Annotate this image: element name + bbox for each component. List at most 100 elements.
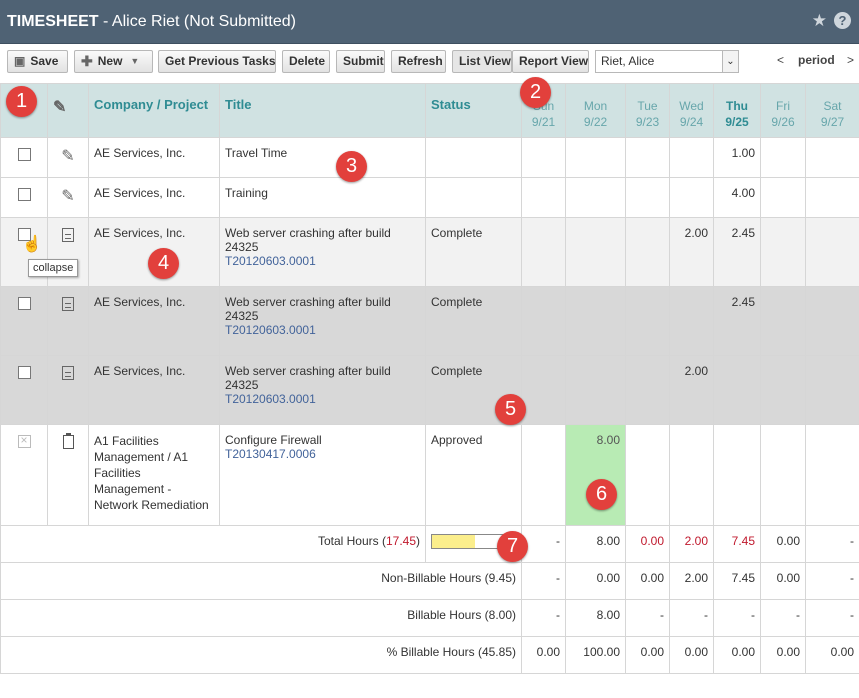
hours-cell[interactable]: 4.00 [713, 177, 761, 218]
hours-cell[interactable] [805, 177, 859, 218]
hours-cell[interactable] [713, 424, 761, 526]
ticket-link[interactable]: T20120603.0001 [225, 323, 316, 337]
hours-cell[interactable] [805, 217, 859, 287]
hours-cell[interactable] [521, 424, 566, 526]
hours-cell[interactable] [565, 217, 626, 287]
save-button[interactable]: ▣ Save [7, 50, 68, 73]
hours-cell[interactable] [625, 137, 670, 178]
day-header-sat: Sat 9/27 [805, 83, 859, 138]
get-previous-tasks-button[interactable]: Get Previous Tasks [158, 50, 276, 73]
total-cell: 0.00 [760, 562, 806, 600]
hours-cell[interactable] [805, 286, 859, 356]
hours-cell[interactable]: 2.45 [713, 286, 761, 356]
hours-cell[interactable] [760, 217, 806, 287]
hours-cell[interactable] [669, 286, 714, 356]
ticket-link[interactable]: T20120603.0001 [225, 254, 316, 268]
hours-cell[interactable] [760, 355, 806, 425]
total-progress-bar [431, 534, 505, 550]
hours-cell[interactable] [521, 355, 566, 425]
callout-badge: 4 [148, 248, 179, 279]
total-cell: 7.45 [713, 562, 761, 600]
total-cell: 2.00 [669, 562, 714, 600]
title-column-header[interactable]: Title [219, 83, 426, 138]
hours-cell[interactable] [805, 355, 859, 425]
employee-select[interactable]: Riet, Alice ⌄ [595, 50, 739, 73]
pencil-icon[interactable]: ✎ [61, 188, 75, 205]
clipboard-icon[interactable] [62, 433, 74, 449]
document-icon[interactable] [62, 297, 74, 311]
ticket-link[interactable]: T20130417.0006 [225, 447, 316, 461]
hours-cell[interactable] [760, 177, 806, 218]
hours-cell[interactable]: 2.00 [669, 217, 714, 287]
hours-cell[interactable] [669, 137, 714, 178]
total-cell: 0.00 [625, 525, 670, 563]
refresh-button[interactable]: Refresh [391, 50, 446, 73]
callout-badge: 5 [495, 394, 526, 425]
hours-cell[interactable] [521, 137, 566, 178]
total-cell: - [669, 599, 714, 637]
row-checkbox[interactable] [17, 148, 31, 161]
save-icon: ▣ [14, 54, 26, 69]
hours-cell[interactable] [521, 286, 566, 356]
hours-cell[interactable] [805, 137, 859, 178]
hours-cell[interactable] [521, 217, 566, 287]
ticket-link[interactable]: T20120603.0001 [225, 392, 316, 406]
hours-cell[interactable] [760, 137, 806, 178]
row-checkbox[interactable] [17, 297, 31, 310]
collapse-tooltip: collapse [28, 259, 79, 277]
period-next-button[interactable]: > [847, 53, 855, 67]
hours-cell[interactable] [625, 217, 670, 287]
hours-cell[interactable]: 2.00 [669, 355, 714, 425]
hours-cell[interactable] [565, 137, 626, 178]
row-checkbox[interactable] [17, 188, 31, 201]
hours-cell[interactable] [669, 424, 714, 526]
callout-badge: 7 [497, 531, 528, 562]
help-icon[interactable]: ? [834, 12, 851, 29]
hours-cell[interactable] [521, 177, 566, 218]
hours-cell[interactable] [565, 177, 626, 218]
total-cell: - [713, 599, 761, 637]
hours-cell-approved[interactable]: 8.00 [565, 424, 626, 526]
percent-billable-row: % Billable Hours (45.85) 0.00 100.00 0.0… [0, 636, 859, 674]
hours-cell[interactable] [625, 424, 670, 526]
hours-cell[interactable] [805, 424, 859, 526]
toolbar: ▣ Save ✚ New ▼ Get Previous Tasks Delete Su… [0, 44, 859, 83]
total-cell: - [805, 599, 859, 637]
hours-cell[interactable] [760, 286, 806, 356]
submit-button[interactable]: Submit [336, 50, 385, 73]
hours-cell[interactable]: 1.00 [713, 137, 761, 178]
hours-cell[interactable] [760, 424, 806, 526]
day-header-mon: Mon 9/22 [565, 83, 626, 138]
total-cell: 100.00 [565, 636, 626, 674]
total-cell: 8.00 [565, 525, 626, 563]
hours-cell[interactable] [713, 355, 761, 425]
callout-badge: 2 [520, 77, 551, 108]
status-column-header[interactable]: Status [425, 83, 522, 138]
period-prev-button[interactable]: < [777, 53, 785, 67]
document-icon[interactable] [62, 228, 74, 242]
hours-cell[interactable]: 2.45 [713, 217, 761, 287]
total-cell: 0.00 [805, 636, 859, 674]
hours-cell[interactable] [625, 177, 670, 218]
company-column-header[interactable]: Company / Project [88, 83, 220, 138]
status-cell: Complete [425, 286, 522, 356]
hours-cell[interactable] [625, 286, 670, 356]
document-icon[interactable] [62, 366, 74, 380]
hours-cell[interactable] [669, 177, 714, 218]
row-checkbox[interactable] [17, 366, 31, 379]
pencil-icon[interactable]: ✎ [61, 148, 75, 165]
report-view-button[interactable]: Report View [512, 50, 589, 73]
pencil-icon: ✎ [53, 99, 67, 116]
list-view-button[interactable]: List View [452, 50, 512, 73]
table-row[interactable]: AE Services, Inc. Web server crashing af… [0, 217, 859, 287]
row-checkbox[interactable] [17, 228, 31, 241]
hours-cell[interactable] [625, 355, 670, 425]
delete-button[interactable]: Delete [282, 50, 330, 73]
hours-cell[interactable] [565, 286, 626, 356]
hand-cursor-icon: ☝ [22, 236, 42, 253]
title-cell: Web server crashing after build 24325 T20… [219, 217, 426, 287]
hours-cell[interactable] [565, 355, 626, 425]
new-button[interactable]: ✚ New ▼ [74, 50, 153, 73]
favorite-star-icon[interactable]: ★ [811, 11, 827, 30]
title-cell: Configure Firewall T20130417.0006 [219, 424, 426, 526]
